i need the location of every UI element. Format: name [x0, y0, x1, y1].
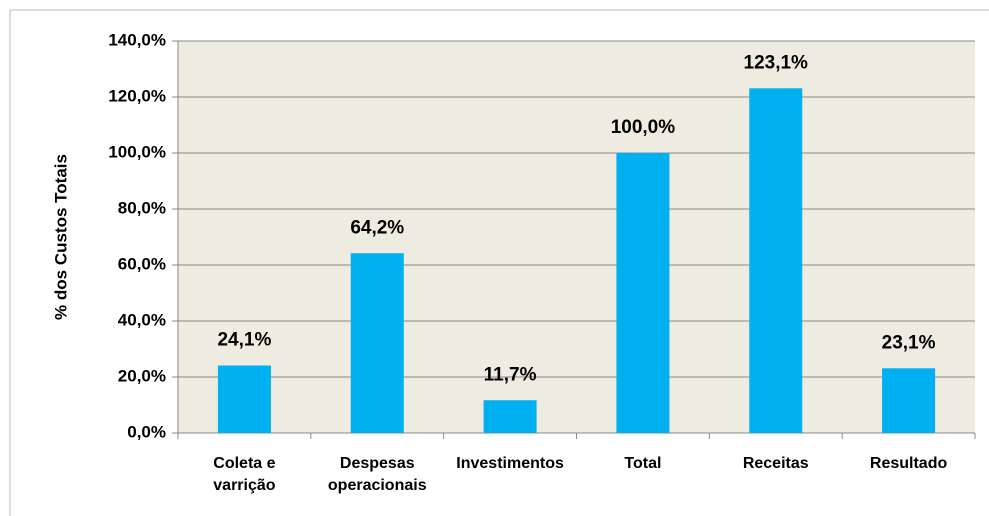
y-tick-label: 80,0% [118, 198, 166, 217]
value-label: 64,2% [350, 217, 404, 238]
bar [616, 153, 670, 433]
bar [217, 365, 271, 433]
y-tick-label: 60,0% [118, 254, 166, 273]
bar [882, 368, 936, 433]
bar [350, 253, 404, 433]
plot-area [178, 41, 975, 433]
y-tick-label: 20,0% [118, 366, 166, 385]
bar [749, 88, 803, 433]
y-axis-label: % dos Custos Totais [51, 154, 70, 320]
x-tick-label: Total [624, 455, 662, 472]
value-label: 23,1% [882, 332, 936, 353]
y-tick-label: 0,0% [127, 422, 166, 441]
value-label: 11,7% [484, 364, 537, 385]
y-tick-label: 140,0% [108, 30, 166, 49]
y-tick-label: 120,0% [108, 86, 166, 105]
value-label: 100,0% [611, 117, 676, 138]
y-tick-label: 40,0% [118, 310, 166, 329]
value-label: 24,1% [217, 330, 271, 351]
x-tick-label: Despesas operacionais [327, 455, 427, 494]
value-label: 123,1% [744, 52, 809, 73]
bar [483, 400, 537, 433]
x-tick-label: Resultado [869, 455, 948, 472]
x-tick-label: Investimentos [456, 455, 564, 472]
y-tick-label: 100,0% [108, 142, 166, 161]
x-tick-label: Coleta e varrição [213, 455, 276, 494]
x-tick-label: Receitas [742, 455, 809, 472]
